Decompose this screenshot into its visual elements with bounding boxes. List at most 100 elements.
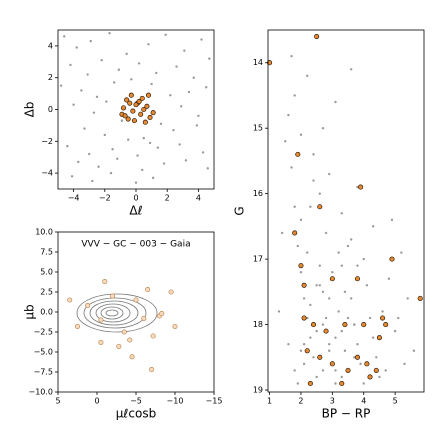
x-tick-label: 4 [361, 397, 366, 406]
point [321, 126, 325, 130]
point [195, 124, 199, 127]
point [296, 244, 300, 248]
highlight-point [136, 99, 142, 105]
panel: 5 0 −5 −10 −15 −10.0 −7.5 −5.0 −2.5 0.0 2.5 5.0 7.5 1… [23, 228, 223, 421]
point [201, 151, 205, 154]
point [125, 52, 128, 56]
y-axis-label: G [233, 206, 247, 215]
highlight-point [131, 118, 137, 124]
point [116, 157, 119, 160]
point [59, 84, 63, 87]
y-tick-label: 15 [253, 124, 263, 133]
x-tick-label: 5 [55, 397, 60, 406]
point [178, 143, 181, 146]
point [306, 251, 309, 254]
point [340, 375, 343, 379]
point [299, 349, 303, 352]
highlight-point [130, 108, 136, 114]
point [293, 369, 296, 372]
highlight-point [292, 230, 298, 236]
point [97, 165, 100, 168]
point [293, 94, 296, 97]
point [309, 205, 312, 208]
y-tick-label: 2 [48, 73, 53, 82]
highlight-point [304, 348, 310, 354]
panel: 1 2 3 4 5 14 15 16 17 18 19 BP − RP G [233, 29, 425, 421]
y-tick-label: 17 [253, 255, 263, 264]
point [72, 103, 75, 106]
point [384, 369, 387, 372]
highlight-point [116, 343, 122, 349]
point [175, 65, 178, 68]
point [277, 310, 281, 313]
y-axis-label: μb [23, 304, 37, 319]
highlight-point [85, 303, 91, 309]
point [164, 33, 167, 36]
highlight-point [121, 329, 127, 335]
point [151, 176, 155, 180]
point [137, 62, 141, 65]
point [390, 218, 394, 222]
x-tick-label: 4 [196, 194, 201, 203]
point [381, 310, 384, 313]
highlight-point [172, 323, 178, 329]
highlight-point [98, 339, 104, 345]
point [362, 257, 365, 261]
y-tick-label: 16 [253, 189, 263, 198]
point [205, 86, 208, 89]
point [331, 271, 334, 274]
point [321, 323, 325, 326]
highlight-point [354, 354, 361, 360]
point [343, 349, 347, 352]
highlight-point [373, 367, 379, 373]
highlight-point [133, 297, 139, 303]
point [375, 356, 378, 359]
highlight-point [150, 110, 156, 116]
highlight-point [317, 204, 323, 210]
point [159, 122, 163, 126]
point [206, 167, 209, 170]
highlight-point [301, 282, 307, 288]
highlight-point [323, 328, 329, 334]
highlight-point [329, 361, 335, 367]
highlight-point [124, 97, 130, 103]
contour [89, 300, 139, 326]
point [406, 297, 409, 300]
highlight-point [147, 114, 153, 121]
highlight-point [102, 279, 108, 285]
point [134, 181, 138, 184]
y-tick-label: 2.5 [40, 288, 53, 297]
point [111, 148, 114, 151]
point [162, 162, 166, 165]
point [324, 231, 328, 235]
highlight-point [314, 33, 320, 40]
point [302, 362, 306, 366]
point [86, 73, 89, 76]
point [296, 382, 300, 385]
x-axis-label: BP − RP [322, 407, 371, 421]
point [334, 336, 337, 339]
x-tick-label: 2 [165, 194, 170, 203]
point [80, 89, 83, 92]
point [318, 192, 321, 195]
point [353, 323, 356, 326]
highlight-point [367, 374, 373, 380]
x-tick-label: −2 [99, 194, 111, 203]
point [306, 316, 309, 320]
highlight-point [145, 92, 152, 98]
point [368, 316, 372, 320]
point [312, 153, 315, 156]
point [346, 244, 350, 248]
point [387, 277, 391, 280]
highlight-point [383, 322, 389, 328]
highlight-point [342, 322, 348, 328]
x-axis-label: Δℓ [129, 204, 142, 218]
y-tick-label: 5.0 [40, 268, 53, 277]
highlight-point [67, 297, 73, 303]
y-tick-label: 18 [253, 320, 263, 329]
point [155, 71, 158, 75]
point [337, 310, 340, 313]
point [324, 316, 328, 320]
point [105, 100, 108, 103]
point [184, 159, 188, 162]
